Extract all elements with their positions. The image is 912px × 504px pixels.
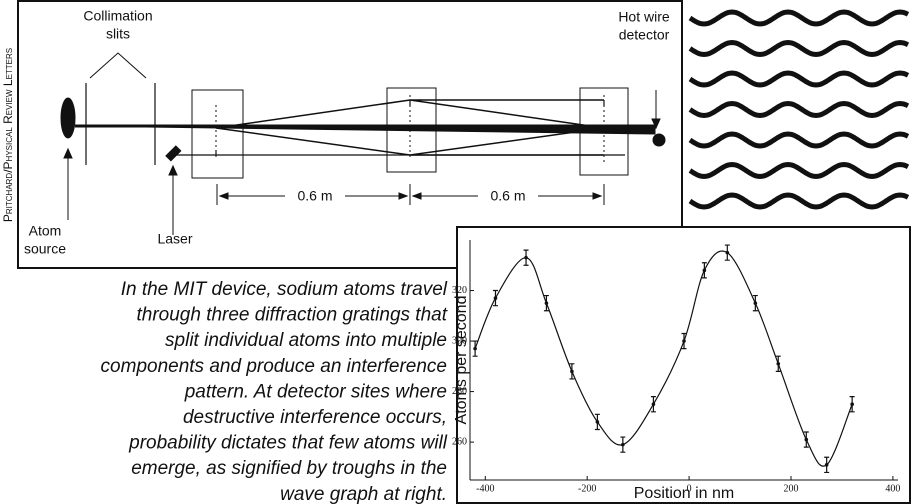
y-tick-label: 300 xyxy=(452,335,467,346)
fit-curve xyxy=(474,250,853,467)
caption-line: destructive interference occurs, xyxy=(183,407,447,428)
data-point xyxy=(524,255,528,260)
caption-line: split individual atoms into multiple xyxy=(165,330,447,351)
data-point xyxy=(824,463,829,467)
data-point xyxy=(682,339,686,343)
data-point xyxy=(753,301,758,305)
label: Laser xyxy=(157,231,192,247)
data-point xyxy=(493,296,498,300)
grating-box xyxy=(386,87,437,173)
label: 0.6 m xyxy=(490,188,525,204)
data-point xyxy=(544,301,549,305)
y-tick-label: 280 xyxy=(452,386,467,397)
detector xyxy=(652,133,666,147)
data-point xyxy=(621,442,625,447)
diagram xyxy=(60,52,666,235)
wave xyxy=(688,131,910,149)
arrowhead xyxy=(218,192,603,200)
y-axis-label: Atoms per second xyxy=(453,296,470,425)
x-axis-label: Position in nm xyxy=(634,485,735,502)
caption-line: through three diffraction gratings that xyxy=(136,305,447,326)
x-tick-label: -400 xyxy=(476,483,494,494)
x-tick-label: -200 xyxy=(578,483,596,494)
caption-line: emerge, as signified by troughs in the xyxy=(131,458,447,479)
grating-box xyxy=(191,89,244,179)
diagram-frame xyxy=(17,0,683,269)
data-point xyxy=(570,369,574,374)
dimension-ticks xyxy=(216,184,605,205)
label: 0.6 m xyxy=(297,188,332,204)
x-tick-label: 0 xyxy=(687,483,692,494)
atom-source xyxy=(60,97,76,139)
label: Collimation xyxy=(83,8,152,24)
data-point xyxy=(651,402,656,407)
wave-illustration xyxy=(688,9,910,210)
arrowhead xyxy=(651,118,661,130)
x-tick-label: 200 xyxy=(784,483,799,494)
wave xyxy=(688,39,910,58)
y-tick-label: 320 xyxy=(452,285,467,296)
mirror xyxy=(165,145,182,162)
caption-line: components and produce an interference xyxy=(101,356,447,377)
data-point xyxy=(725,250,730,255)
label: source xyxy=(24,241,66,257)
data-point xyxy=(702,268,707,273)
caption-line: pattern. At detector sites where xyxy=(184,381,447,402)
caption-line: In the MIT device, sodium atoms travel xyxy=(121,279,448,300)
x-tick-label: 400 xyxy=(885,483,900,494)
chart-frame xyxy=(456,226,911,504)
chart: 260 280 300 320 -400 -200 0 200 400 Position in n… xyxy=(452,240,900,502)
data-point xyxy=(804,437,809,442)
wave xyxy=(688,9,910,27)
arrowhead xyxy=(63,147,73,159)
data-point xyxy=(776,361,781,366)
slit-pointer xyxy=(89,52,147,79)
wave xyxy=(688,161,910,180)
y-tick-label: 260 xyxy=(452,436,467,447)
wave xyxy=(688,100,910,119)
arrowhead xyxy=(168,164,178,176)
data-point xyxy=(850,402,854,407)
caption-line: probability dictates that few atoms will xyxy=(128,433,448,454)
caption: In the MIT device, sodium atoms travel th… xyxy=(101,279,448,504)
label: slits xyxy=(106,26,130,42)
data-point xyxy=(595,420,600,424)
label: Hot wire xyxy=(618,9,670,25)
side-credit: Pritchard/Physical Review Letters xyxy=(1,48,15,222)
caption-line: wave graph at right. xyxy=(280,484,447,504)
label: detector xyxy=(619,27,670,43)
data-point xyxy=(473,346,477,351)
wave xyxy=(688,70,910,88)
laser-beam xyxy=(174,100,625,156)
wave xyxy=(688,192,910,210)
label: Atom xyxy=(29,223,62,239)
